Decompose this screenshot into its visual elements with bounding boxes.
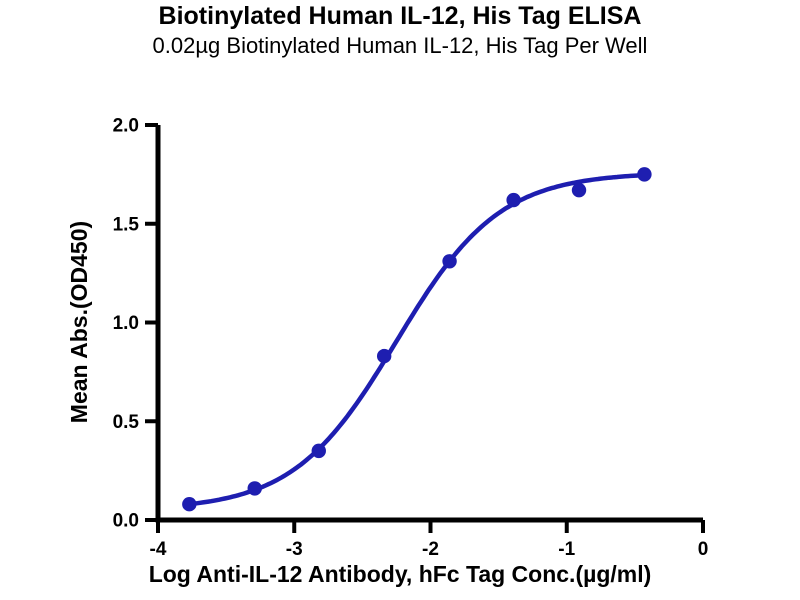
axes-spine bbox=[155, 125, 703, 523]
data-point bbox=[247, 481, 262, 496]
y-tick-label: 0.0 bbox=[113, 511, 139, 532]
data-point bbox=[637, 167, 652, 182]
y-tick-label: 0.5 bbox=[113, 412, 140, 433]
y-tick-label: 1.0 bbox=[113, 313, 139, 334]
chart-title: Biotinylated Human IL-12, His Tag ELISA bbox=[158, 2, 642, 30]
x-tick-label: -3 bbox=[286, 539, 303, 560]
x-tick-label: -4 bbox=[150, 539, 167, 560]
data-point bbox=[571, 182, 587, 198]
chart-subtitle: 0.02µg Biotinylated Human IL-12, His Tag… bbox=[152, 33, 648, 58]
x-tick-label: -2 bbox=[422, 539, 439, 560]
x-tick-label: 0 bbox=[698, 539, 709, 560]
fit-curve bbox=[187, 172, 647, 507]
y-tick-label: 2.0 bbox=[113, 116, 139, 137]
x-axis-label: Log Anti-IL-12 Antibody, hFc Tag Conc.(µ… bbox=[148, 561, 652, 587]
x-tick-label: -1 bbox=[558, 539, 575, 560]
data-point bbox=[182, 497, 197, 512]
data-point bbox=[376, 348, 392, 364]
data-point bbox=[442, 254, 457, 269]
y-tick-label: 1.5 bbox=[113, 214, 140, 235]
data-point bbox=[506, 192, 521, 208]
data-point bbox=[311, 443, 326, 459]
